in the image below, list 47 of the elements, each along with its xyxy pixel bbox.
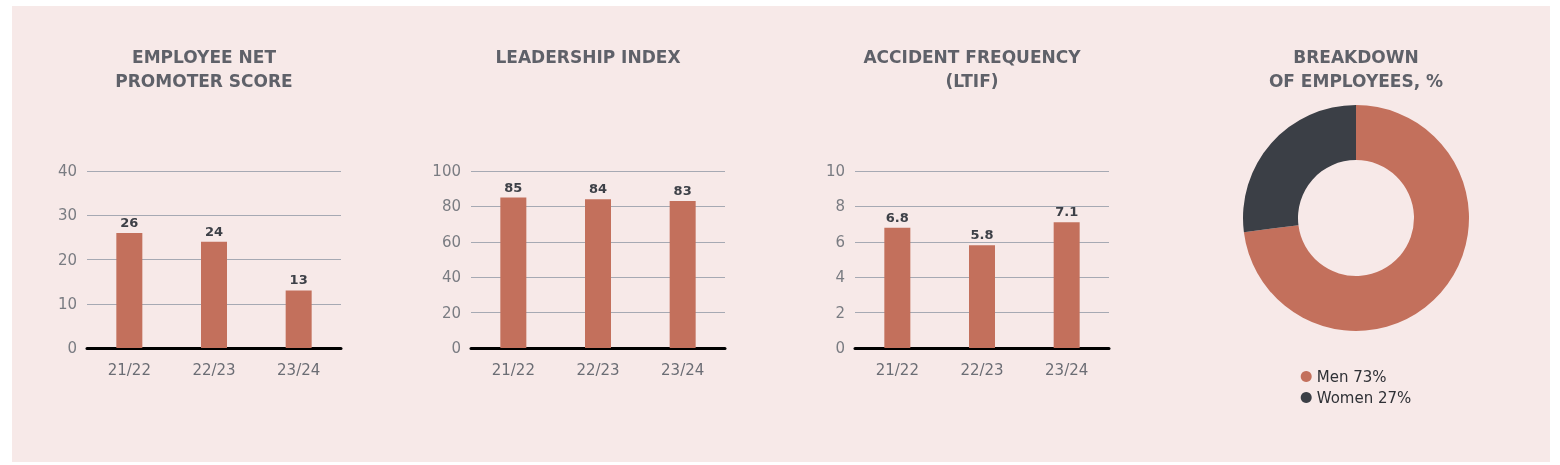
- y-tick-label: 30: [57, 206, 77, 225]
- y-tick-label: 10: [57, 294, 77, 313]
- chart-title: ACCIDENT FREQUENCY (LTIF): [863, 47, 1082, 91]
- chart-title: LEADERSHIP INDEX: [495, 47, 681, 67]
- data-label: 26: [120, 214, 139, 230]
- y-tick-label: 100: [432, 162, 461, 180]
- x-tick-label: 21/22: [491, 360, 535, 379]
- data-label: 24: [204, 223, 224, 239]
- y-tick-label: 0: [451, 339, 461, 357]
- bar: [884, 227, 911, 348]
- x-tick-label: 23/24: [661, 360, 705, 379]
- y-tick-label: 80: [441, 197, 461, 216]
- x-tick-label: 21/22: [875, 360, 919, 379]
- legend-label: Men 73%: [1316, 367, 1387, 386]
- chart-title: BREAKDOWN OF EMPLOYEES, %: [1268, 47, 1444, 91]
- y-tick-label: 10: [825, 162, 845, 180]
- data-label: 85: [504, 179, 523, 195]
- x-tick-label: 22/23: [960, 360, 1004, 379]
- bar: [1053, 222, 1080, 348]
- y-tick-label: 20: [441, 303, 461, 322]
- data-label: 83: [673, 183, 692, 199]
- x-tick-label: 21/22: [107, 360, 151, 379]
- y-tick-label: 0: [67, 339, 77, 357]
- data-label: 5.8: [970, 227, 994, 243]
- data-label: 13: [289, 272, 308, 288]
- x-tick-label: 23/24: [277, 360, 321, 379]
- data-label: 7.1: [1055, 204, 1079, 220]
- y-tick-label: 0: [835, 339, 845, 357]
- y-tick-label: 40: [441, 268, 461, 287]
- bar: [116, 232, 143, 348]
- y-tick-label: 8: [835, 197, 845, 216]
- chart-title: EMPLOYEE NET PROMOTER SCORE: [115, 47, 293, 91]
- bar: [969, 245, 995, 348]
- y-tick-label: 4: [835, 268, 845, 287]
- y-tick-label: 6: [835, 232, 845, 251]
- y-tick-label: 40: [57, 162, 77, 180]
- x-tick-label: 22/23: [576, 360, 620, 379]
- legend-label: Women 27%: [1316, 388, 1412, 407]
- x-tick-label: 23/24: [1045, 360, 1089, 379]
- bar: [201, 241, 227, 348]
- y-tick-label: 2: [835, 303, 845, 322]
- x-tick-label: 22/23: [192, 360, 236, 379]
- y-tick-label: 20: [57, 250, 77, 269]
- data-label: 6.8: [885, 209, 909, 225]
- y-tick-label: 60: [441, 232, 461, 251]
- bar: [285, 290, 312, 348]
- data-label: 84: [588, 181, 608, 197]
